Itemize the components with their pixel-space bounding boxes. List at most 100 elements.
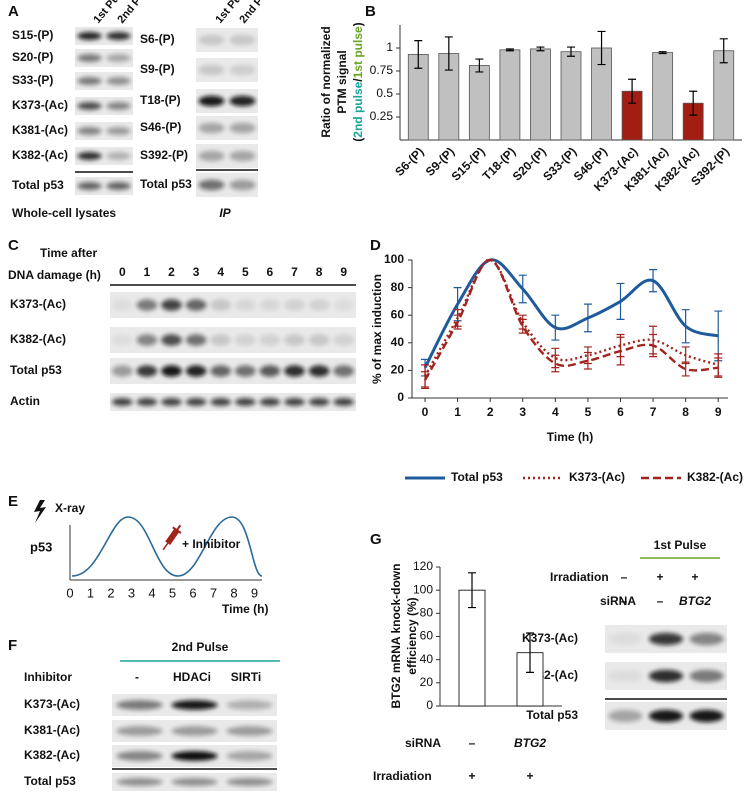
y-tick-label: 1 — [386, 40, 393, 54]
condition: – — [657, 594, 664, 608]
x-tick-label: BTG2 — [514, 736, 546, 750]
x-tick-label: 7 — [210, 585, 217, 600]
row-label: T18-(P) — [140, 93, 181, 107]
blot-band — [333, 334, 355, 346]
error-bar — [414, 40, 423, 69]
y-tick-label: 80 — [391, 280, 405, 294]
y-tick-label: 0.25 — [370, 109, 394, 123]
bar — [713, 50, 735, 141]
error-bar — [526, 632, 534, 674]
column-header: 2nd Pulse — [115, 0, 158, 26]
blot-band — [284, 398, 305, 406]
condition: BTG2 — [679, 594, 711, 608]
x-axis-title: Irradiation — [373, 769, 432, 783]
x-tick-label: 1 — [454, 405, 461, 419]
time-label: 1 — [144, 265, 151, 279]
x-tick-label: 4 — [148, 585, 155, 600]
blot-band — [226, 700, 273, 710]
axis-title: p53 — [30, 539, 52, 554]
condition-label: Inhibitor — [24, 670, 72, 684]
blot-band — [161, 299, 182, 311]
y-axis-title: Ratio of normalized — [319, 26, 333, 137]
y-tick-label: 100 — [413, 582, 433, 596]
time-label: 7 — [291, 265, 298, 279]
y-tick-label: 60 — [391, 307, 405, 321]
blot-band — [259, 299, 281, 311]
blot-band — [689, 709, 724, 723]
y-tick-label: 0 — [426, 698, 433, 712]
blot-band — [308, 334, 330, 346]
blot-band — [185, 365, 207, 377]
axis-title: Time after — [40, 246, 97, 260]
caption: Whole-cell lysates — [12, 206, 116, 220]
row-label: S46-(P) — [140, 120, 181, 134]
blot-band — [185, 299, 207, 311]
blot-strip — [75, 147, 133, 165]
x-axis-title: siRNA — [405, 736, 441, 750]
blot-band — [210, 365, 232, 377]
blot-band — [229, 122, 256, 134]
y-axis-title-part: 1st pulse — [351, 26, 365, 78]
blot-band — [77, 182, 102, 190]
blot-band — [229, 95, 256, 107]
blot-band — [689, 669, 724, 683]
blot-band — [171, 726, 218, 736]
x-tick-label: 2 — [487, 405, 494, 419]
x-tick-label: 5 — [585, 405, 592, 419]
row-label: siRNA — [600, 594, 636, 608]
blot-band — [648, 632, 684, 646]
blot-band — [136, 299, 158, 311]
blot-band — [198, 122, 225, 134]
row-label: S392-(P) — [140, 148, 188, 162]
blot-band — [226, 778, 273, 786]
blot-band — [116, 726, 163, 736]
error-bar — [567, 46, 575, 57]
blot-strip — [110, 393, 356, 411]
y-tick-label: 80 — [420, 606, 434, 620]
row-label: K373-(Ac) — [10, 297, 66, 311]
blot-band — [226, 726, 273, 736]
blot-strip — [75, 27, 133, 45]
blot-band — [136, 334, 158, 346]
row-label: S33-(P) — [12, 73, 53, 87]
blot-band — [308, 365, 330, 377]
error-bar — [444, 36, 453, 71]
annotation: X-ray — [55, 501, 85, 515]
blot-band — [106, 77, 131, 85]
condition: + — [656, 570, 663, 584]
y-axis-title: % of max induction — [370, 274, 384, 384]
time-label: 8 — [316, 265, 323, 279]
blot-band — [111, 299, 133, 311]
blot-band — [234, 398, 256, 406]
blot-band — [210, 299, 232, 311]
syringe-icon — [162, 524, 182, 551]
x-tick-label: 8 — [230, 585, 237, 600]
blot-band — [111, 365, 133, 377]
blot-band — [198, 34, 225, 46]
condition: - — [135, 670, 139, 684]
panel-label: D — [370, 237, 381, 254]
error-bar — [536, 46, 545, 52]
x-tick-label: 1 — [87, 585, 94, 600]
blot-band — [259, 365, 281, 377]
time-label: 9 — [340, 265, 347, 279]
blot-band — [77, 152, 102, 160]
error-bar — [475, 58, 484, 73]
row-label: K373-(Ac) — [522, 631, 578, 645]
blot-strip — [75, 97, 133, 115]
blot-band — [210, 398, 232, 406]
x-tick-label: 3 — [519, 405, 526, 419]
y-tick-label: 0.75 — [370, 63, 394, 77]
time-label: 4 — [217, 265, 224, 279]
error-bar — [689, 90, 698, 116]
blot-band — [111, 334, 133, 346]
error-bar — [505, 48, 514, 52]
row-label: K382-(Ac) — [24, 748, 80, 762]
blot-band — [77, 32, 102, 40]
blot-band — [648, 669, 684, 683]
error-bar — [681, 361, 690, 377]
blot-band — [106, 32, 131, 40]
row-label: S6-(P) — [140, 32, 175, 46]
blot-band — [77, 54, 102, 62]
